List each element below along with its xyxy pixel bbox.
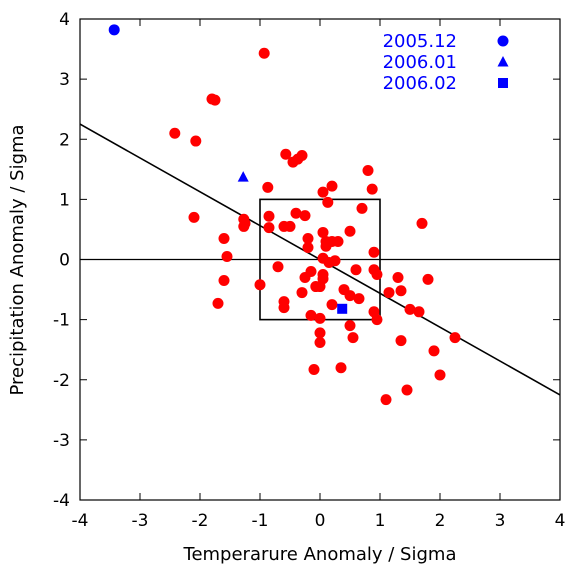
y-tick-label: 4 [59,10,70,30]
data-point [395,285,407,297]
point-2006.01 [237,171,249,182]
data-point [209,94,221,106]
y-tick-label: -2 [53,371,70,391]
y-tick-label: -1 [53,311,70,331]
y-tick-label: 1 [59,190,70,210]
data-point [401,384,413,396]
axis-ticks: -4 -3 -2 -1 0 1 2 3 4 -4 -3 -2 -1 0 1 2 3 4 [53,10,565,531]
data-point [344,225,356,237]
data-point [392,272,404,284]
data-point [371,314,383,326]
data-point [262,181,274,193]
data-point [416,217,428,229]
data-point [302,241,314,253]
data-point [305,309,317,321]
x-tick-label: 4 [555,511,566,531]
data-point [263,210,275,222]
data-point [434,369,446,381]
y-axis-title: Precipitation Anomaly / Sigma [7,124,28,395]
data-point [272,261,284,273]
data-point [404,303,416,315]
data-point [320,240,332,252]
point-2006.02 [337,303,348,314]
legend-label: 2006.02 [383,73,457,94]
point-2005.12 [108,24,120,36]
data-point [380,394,392,406]
data-point [350,264,362,276]
x-tick-label: -1 [252,511,269,531]
data-point [308,364,320,376]
data-point [322,196,334,208]
data-point [356,202,368,214]
data-point [326,299,338,311]
data-point [254,279,266,291]
data-point [218,275,230,287]
data-point [299,210,311,222]
data-point [317,226,329,238]
y-tick-label: 2 [59,130,70,150]
data-point [422,273,434,285]
data-point [169,127,181,139]
data-point [258,47,270,59]
x-tick-label: 3 [495,511,506,531]
x-tick-label: 1 [375,511,386,531]
data-point [278,220,290,232]
data-point [296,287,308,299]
legend-marker [498,78,508,88]
data-point [314,336,326,348]
data-point [371,269,383,281]
data-point [314,312,326,324]
data-point [395,335,407,347]
data-point [383,287,395,299]
data-point [332,235,344,247]
data-point [344,290,356,302]
data-point [449,332,461,344]
data-point [353,293,365,305]
y-tick-label: 0 [59,251,70,271]
data-point [290,207,302,219]
x-tick-label: -3 [132,511,149,531]
data-point [238,220,250,232]
legend-marker [497,35,509,47]
x-axis-title: Temperarure Anomaly / Sigma [183,544,457,565]
y-tick-label: -4 [53,491,70,511]
x-tick-label: -4 [72,511,89,531]
data-point [299,272,311,284]
legend-label: 2005.12 [383,31,457,52]
data-point [329,255,341,267]
data-point [428,345,440,357]
data-point [190,135,202,147]
data-point [263,222,275,234]
y-tick-label: -3 [53,431,70,451]
data-point [344,320,356,332]
data-points [108,24,461,406]
data-point [368,246,380,258]
data-point [218,232,230,244]
data-point [314,281,326,293]
data-point [302,232,314,244]
x-tick-label: -2 [192,511,209,531]
x-tick-label: 2 [435,511,446,531]
data-point [212,297,224,309]
data-point [188,211,200,223]
data-point [280,148,292,160]
y-tick-label: 3 [59,70,70,90]
data-point [413,306,425,318]
legend-label: 2006.01 [383,52,457,73]
data-point [314,327,326,339]
data-point [296,149,308,161]
data-point [366,183,378,195]
data-point [317,186,329,198]
data-point [278,302,290,314]
data-point [221,250,233,262]
data-point [362,165,374,177]
data-point [347,332,359,344]
data-point [335,362,347,374]
data-point [326,180,338,192]
legend-marker [497,56,509,67]
x-tick-label: 0 [315,511,326,531]
